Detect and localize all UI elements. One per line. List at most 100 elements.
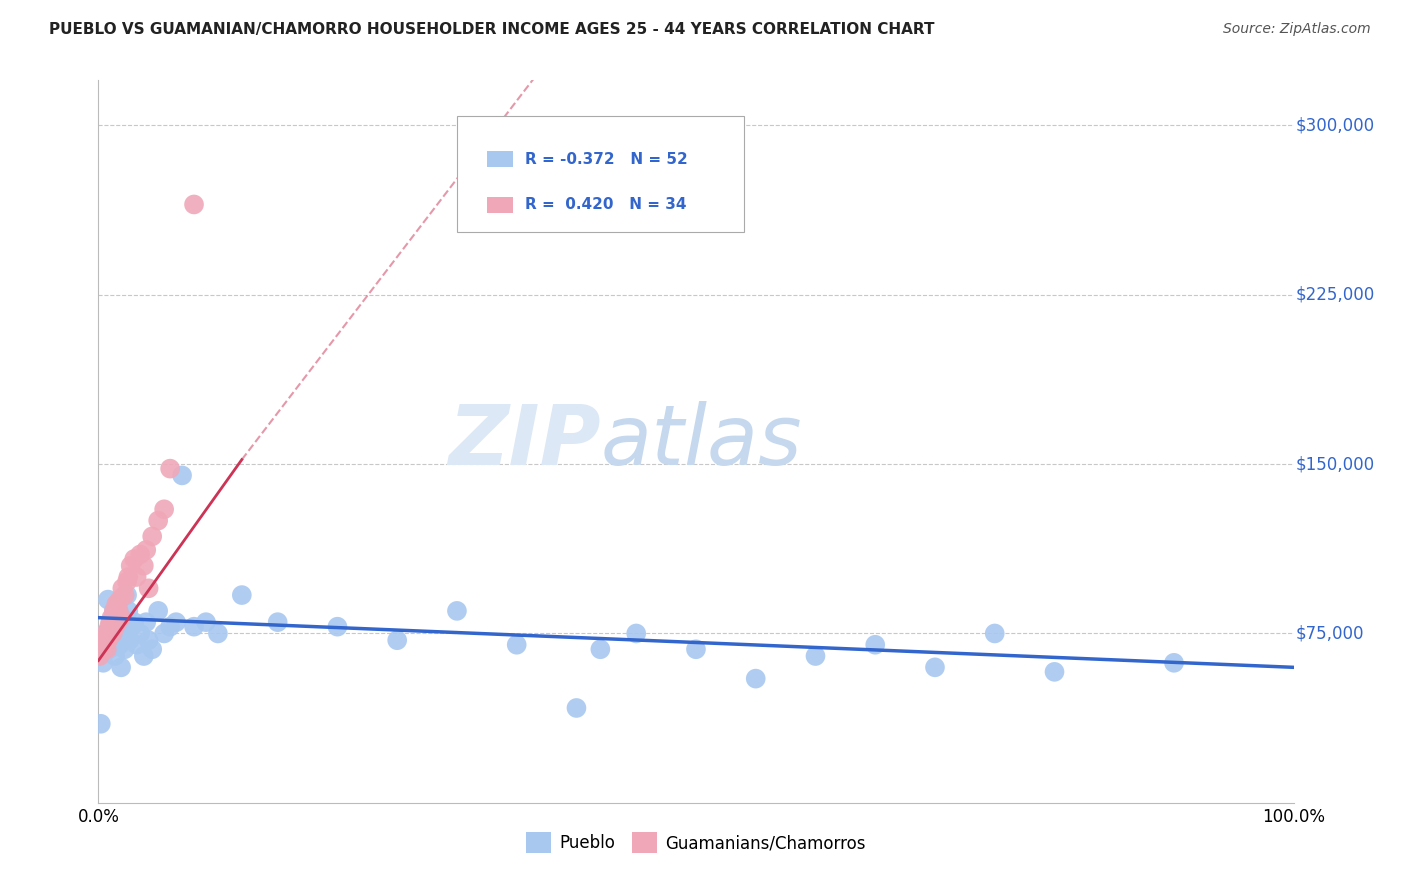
Text: atlas: atlas xyxy=(600,401,801,482)
Point xyxy=(91,656,114,670)
Point xyxy=(91,642,114,657)
Point xyxy=(121,620,143,634)
Text: R =  0.420   N = 34: R = 0.420 N = 34 xyxy=(524,197,686,212)
Point xyxy=(90,716,112,731)
Point xyxy=(565,701,588,715)
Point xyxy=(97,633,120,648)
Text: $300,000: $300,000 xyxy=(1296,117,1375,135)
Point xyxy=(626,626,648,640)
Point xyxy=(107,597,129,611)
Point xyxy=(148,604,170,618)
Point xyxy=(124,615,146,630)
Point xyxy=(111,610,134,624)
Text: ZIP: ZIP xyxy=(447,401,600,482)
Point xyxy=(326,620,349,634)
Point xyxy=(153,626,176,640)
Legend: Pueblo, Guamanians/Chamorros: Pueblo, Guamanians/Chamorros xyxy=(519,826,873,860)
Point xyxy=(135,615,157,630)
Point xyxy=(96,642,118,657)
Point xyxy=(159,461,181,475)
Point xyxy=(89,648,111,663)
Point xyxy=(108,592,131,607)
Point xyxy=(924,660,946,674)
Text: $75,000: $75,000 xyxy=(1296,624,1364,642)
Point xyxy=(865,638,887,652)
FancyBboxPatch shape xyxy=(486,151,513,167)
Point xyxy=(118,633,141,648)
Text: PUEBLO VS GUAMANIAN/CHAMORRO HOUSEHOLDER INCOME AGES 25 - 44 YEARS CORRELATION C: PUEBLO VS GUAMANIAN/CHAMORRO HOUSEHOLDER… xyxy=(49,22,935,37)
Point xyxy=(132,648,155,663)
Point xyxy=(125,638,148,652)
Point xyxy=(1043,665,1066,679)
Point xyxy=(115,574,138,589)
FancyBboxPatch shape xyxy=(486,196,513,212)
Point xyxy=(138,633,160,648)
Point xyxy=(91,633,114,648)
Point xyxy=(105,620,128,634)
Point xyxy=(183,197,205,211)
Point xyxy=(110,660,132,674)
Point xyxy=(446,604,468,618)
Point xyxy=(172,468,194,483)
Point xyxy=(107,604,129,618)
Point xyxy=(117,570,139,584)
Point xyxy=(93,638,115,652)
Point xyxy=(385,633,409,648)
Point xyxy=(117,604,139,618)
Point xyxy=(111,582,134,596)
Point xyxy=(148,514,170,528)
Point xyxy=(98,615,122,630)
Point xyxy=(104,620,127,634)
Point xyxy=(138,582,160,596)
Point xyxy=(1163,656,1185,670)
Point xyxy=(984,626,1007,640)
Point xyxy=(100,610,122,624)
Point xyxy=(101,633,124,648)
Point xyxy=(129,548,152,562)
Text: $225,000: $225,000 xyxy=(1296,285,1375,304)
Point xyxy=(114,588,136,602)
Point xyxy=(165,615,187,630)
Point xyxy=(124,552,146,566)
Point xyxy=(183,620,205,634)
Point xyxy=(231,588,253,602)
Point xyxy=(112,626,135,640)
Point xyxy=(589,642,612,657)
Point xyxy=(745,672,768,686)
Point xyxy=(125,570,148,584)
Point xyxy=(267,615,290,630)
Point xyxy=(132,558,155,573)
Point xyxy=(107,615,129,630)
FancyBboxPatch shape xyxy=(457,116,744,232)
Point xyxy=(98,615,122,630)
Point xyxy=(506,638,529,652)
Point xyxy=(110,610,132,624)
Point xyxy=(103,604,125,618)
Point xyxy=(103,604,125,618)
Point xyxy=(104,648,127,663)
Point xyxy=(129,626,152,640)
Point xyxy=(685,642,707,657)
Point xyxy=(804,648,827,663)
Point xyxy=(159,620,181,634)
Text: $150,000: $150,000 xyxy=(1296,455,1375,473)
Point xyxy=(141,529,163,543)
Point xyxy=(195,615,218,630)
Point xyxy=(105,597,128,611)
Point xyxy=(108,638,131,652)
Point xyxy=(101,626,124,640)
Point xyxy=(120,558,142,573)
Point xyxy=(97,592,120,607)
Point xyxy=(98,620,121,634)
Point xyxy=(94,626,117,640)
Point xyxy=(94,626,117,640)
Point xyxy=(207,626,229,640)
Text: Source: ZipAtlas.com: Source: ZipAtlas.com xyxy=(1223,22,1371,37)
Text: R = -0.372   N = 52: R = -0.372 N = 52 xyxy=(524,152,688,167)
Point xyxy=(141,642,163,657)
Point xyxy=(98,642,121,657)
Point xyxy=(135,542,157,557)
Point xyxy=(114,642,136,657)
Point xyxy=(115,588,138,602)
Point xyxy=(153,502,176,516)
